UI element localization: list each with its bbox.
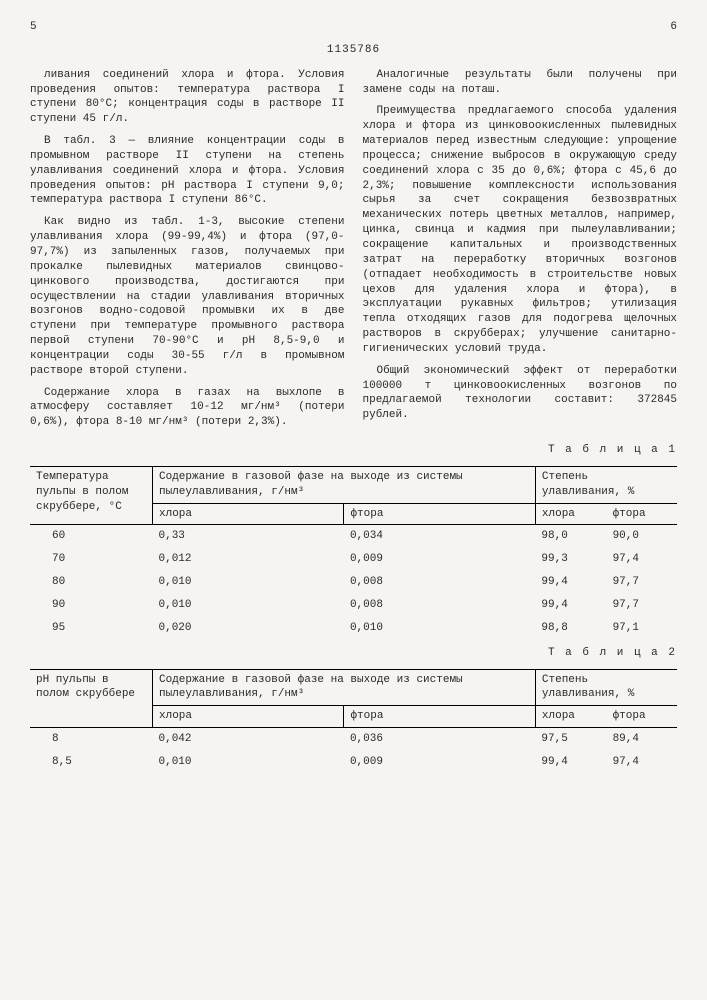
table-row: 700,0120,00999,397,4 xyxy=(30,548,677,571)
table-cell: 99,4 xyxy=(535,594,606,617)
table-cell: 0,034 xyxy=(344,525,535,548)
table-row: 950,0200,01098,897,1 xyxy=(30,617,677,640)
page-num-left: 5 xyxy=(30,20,37,35)
table-cell: 0,010 xyxy=(153,571,344,594)
table-cell: 97,4 xyxy=(607,751,677,774)
table-cell: 97,7 xyxy=(607,571,677,594)
table1-body: 600,330,03498,090,0700,0120,00999,397,48… xyxy=(30,525,677,640)
table1-sub-fluorine: фтора xyxy=(344,503,535,525)
table-cell: 99,4 xyxy=(535,751,606,774)
table-cell: 0,33 xyxy=(153,525,344,548)
table2-sub-chlorine2: хлора xyxy=(535,706,606,728)
table2: pH пульпы в полом скруббере Содержание в… xyxy=(30,669,677,774)
table-cell: 90 xyxy=(30,594,153,617)
table1-col1-header: Температура пульпы в полом скруббере, °С xyxy=(30,466,153,525)
table2-col1-header: pH пульпы в полом скруббере xyxy=(30,669,153,728)
table1-sub-chlorine: хлора xyxy=(153,503,344,525)
paragraph: Преимущества предлагаемого способа удале… xyxy=(363,104,678,356)
table-cell: 89,4 xyxy=(607,728,677,751)
table-cell: 97,5 xyxy=(535,728,606,751)
table-cell: 8 xyxy=(30,728,153,751)
paragraph: Содержание хлора в газах на выхлопе в ат… xyxy=(30,386,345,431)
table-cell: 90,0 xyxy=(607,525,677,548)
table2-sub-fluorine2: фтора xyxy=(607,706,677,728)
document-id: 1135786 xyxy=(30,43,677,58)
table-cell: 8,5 xyxy=(30,751,153,774)
page-header: 5 6 xyxy=(30,20,677,35)
table-row: 900,0100,00899,497,7 xyxy=(30,594,677,617)
table-cell: 80 xyxy=(30,571,153,594)
table-row: 600,330,03498,090,0 xyxy=(30,525,677,548)
table-row: 80,0420,03697,589,4 xyxy=(30,728,677,751)
table-row: 800,0100,00899,497,7 xyxy=(30,571,677,594)
table-cell: 70 xyxy=(30,548,153,571)
paragraph: ливания соединений хлора и фтора. Услови… xyxy=(30,68,345,127)
table1-sub-fluorine2: фтора xyxy=(607,503,677,525)
left-column: ливания соединений хлора и фтора. Услови… xyxy=(30,68,345,437)
table2-sub-chlorine: хлора xyxy=(153,706,344,728)
table-cell: 97,7 xyxy=(607,594,677,617)
table1: Температура пульпы в полом скруббере, °С… xyxy=(30,466,677,640)
table2-sub-fluorine: фтора xyxy=(344,706,535,728)
table-cell: 95 xyxy=(30,617,153,640)
two-column-body: ливания соединений хлора и фтора. Услови… xyxy=(30,68,677,437)
table-cell: 97,4 xyxy=(607,548,677,571)
table1-col3-header: Степень улавливания, % xyxy=(535,466,677,503)
table1-sub-chlorine2: хлора xyxy=(535,503,606,525)
right-column: Аналогичные результаты были получены при… xyxy=(363,68,678,437)
table1-col2-header: Содержание в газовой фазе на выходе из с… xyxy=(153,466,536,503)
table-cell: 0,008 xyxy=(344,571,535,594)
table-cell: 98,8 xyxy=(535,617,606,640)
table-cell: 97,1 xyxy=(607,617,677,640)
table-cell: 0,010 xyxy=(153,751,344,774)
page-num-right: 6 xyxy=(670,20,677,35)
table-cell: 0,009 xyxy=(344,548,535,571)
table-row: 8,50,0100,00999,497,4 xyxy=(30,751,677,774)
table-cell: 0,042 xyxy=(153,728,344,751)
table-cell: 0,020 xyxy=(153,617,344,640)
table-cell: 0,010 xyxy=(344,617,535,640)
table-cell: 99,3 xyxy=(535,548,606,571)
table-cell: 99,4 xyxy=(535,571,606,594)
table-cell: 98,0 xyxy=(535,525,606,548)
table2-body: 80,0420,03697,589,48,50,0100,00999,497,4 xyxy=(30,728,677,774)
table-cell: 0,008 xyxy=(344,594,535,617)
table1-caption: Т а б л и ц а 1 xyxy=(30,443,677,458)
table-cell: 0,012 xyxy=(153,548,344,571)
table-cell: 60 xyxy=(30,525,153,548)
paragraph: Как видно из табл. 1-3, высокие степени … xyxy=(30,215,345,378)
table2-caption: Т а б л и ц а 2 xyxy=(30,646,677,661)
table-cell: 0,010 xyxy=(153,594,344,617)
paragraph: В табл. 3 — влияние концентрации соды в … xyxy=(30,134,345,208)
paragraph: Общий экономический эффект от переработк… xyxy=(363,364,678,423)
table-cell: 0,009 xyxy=(344,751,535,774)
paragraph: Аналогичные результаты были получены при… xyxy=(363,68,678,98)
table-cell: 0,036 xyxy=(344,728,535,751)
table2-col3-header: Степень улавливания, % xyxy=(535,669,677,706)
table2-col2-header: Содержание в газовой фазе на выходе из с… xyxy=(153,669,536,706)
